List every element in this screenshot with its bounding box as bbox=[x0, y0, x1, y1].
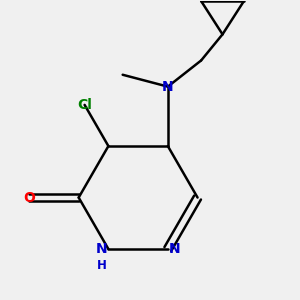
Text: Cl: Cl bbox=[77, 98, 92, 112]
Text: N: N bbox=[169, 242, 181, 256]
Text: N: N bbox=[96, 242, 107, 256]
Text: N: N bbox=[162, 80, 174, 94]
Text: H: H bbox=[97, 259, 107, 272]
Text: O: O bbox=[23, 190, 35, 205]
